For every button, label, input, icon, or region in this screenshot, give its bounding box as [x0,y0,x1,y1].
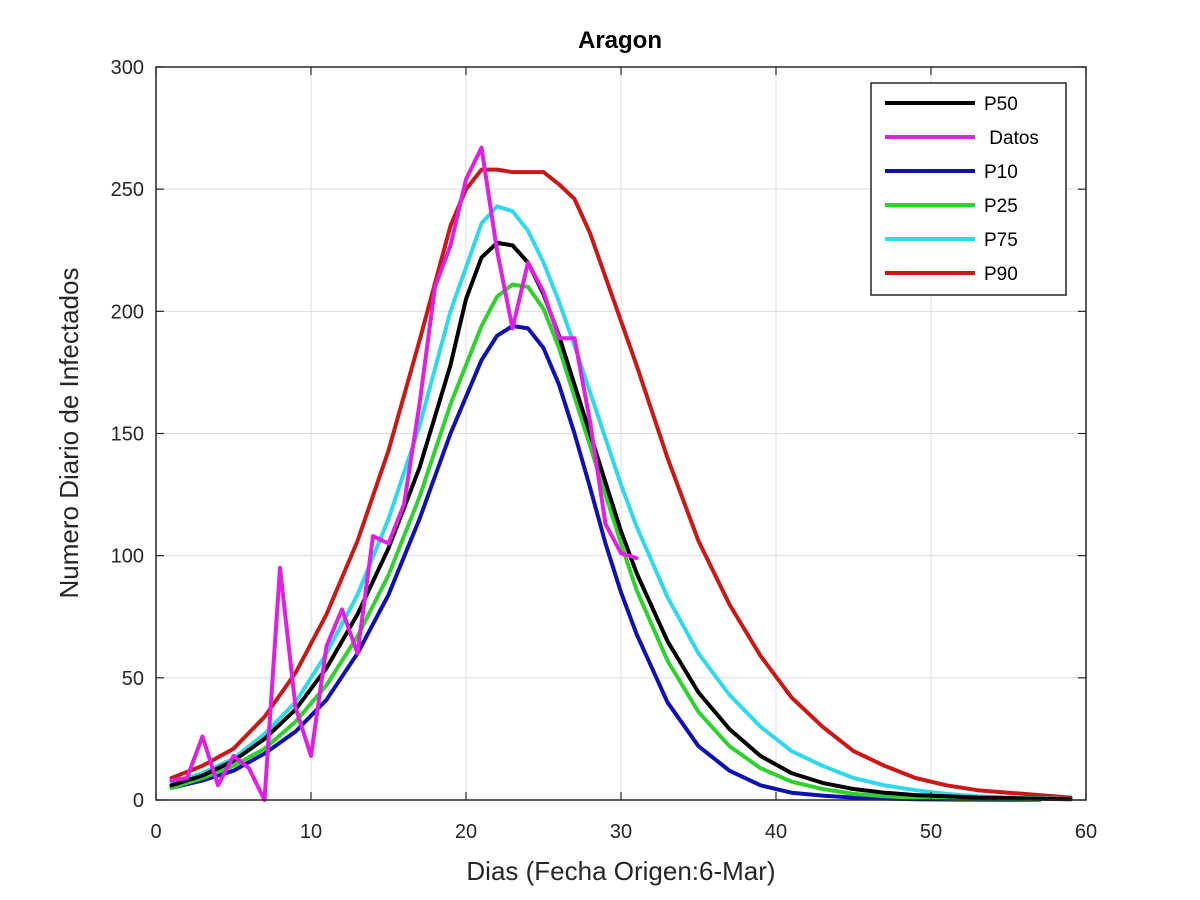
y-tick-label: 150 [111,424,144,446]
series-line-p25 [169,282,1042,802]
legend: P50 Datos P10 P25 P75 P90 [870,82,1067,296]
legend-box [870,82,1067,296]
y-tick-label: 50 [122,668,144,690]
y-tick-label: 200 [111,301,144,323]
legend-label: P90 [984,264,1018,285]
series-line-p50 [169,240,1073,802]
y-axis-label: Numero Diario de Infectados [54,268,84,599]
x-tick-label: 0 [150,821,161,843]
x-tick-label: 30 [610,821,632,843]
legend-label: P25 [984,196,1018,217]
series-line-p75 [169,204,1073,801]
legend-label: P10 [984,162,1018,183]
chart-title: Aragon [578,27,662,54]
series-line-datos [169,145,639,802]
y-tick-label: 0 [133,790,144,812]
x-axis-label: Dias (Fecha Origen:6-Mar) [466,856,775,886]
legend-label: P75 [984,230,1018,251]
series-line-p90 [169,167,1073,800]
x-tick-label: 60 [1075,821,1097,843]
series-line-p10 [169,324,1042,802]
legend-label: P50 [984,94,1018,115]
y-tick-label: 100 [111,546,144,568]
x-tick-label: 10 [300,821,322,843]
legend-label: Datos [984,128,1039,149]
axis-ticks: 0 10 20 30 40 50 60 0 50 100 150 200 250 300 [111,57,1098,843]
plot-series [169,145,1073,802]
x-tick-label: 50 [920,821,942,843]
x-tick-label: 20 [455,821,477,843]
x-tick-label: 40 [765,821,787,843]
y-tick-label: 300 [111,57,144,79]
y-tick-label: 250 [111,179,144,201]
